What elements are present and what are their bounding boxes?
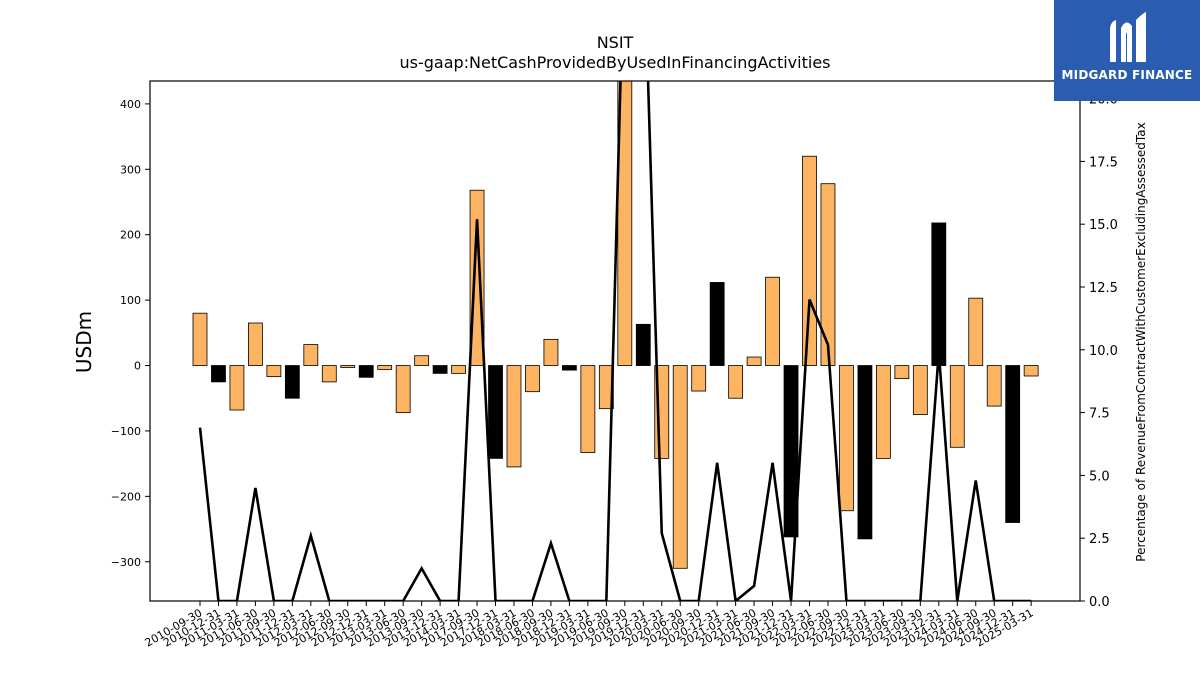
bar-38 [894, 365, 910, 380]
right-tick-label: 15.0 [1089, 218, 1118, 233]
right-axis: 0.02.55.07.510.012.515.017.520.0 [1080, 93, 1118, 610]
right-tick-label: 2.5 [1089, 532, 1110, 547]
bar-9 [358, 365, 374, 378]
bar-18 [525, 365, 540, 393]
bars-layer [192, 81, 1039, 569]
percentage-line [198, 81, 1032, 601]
right-tick-label: 12.5 [1089, 281, 1118, 296]
left-tick-label: 100 [120, 294, 141, 307]
line-layer [198, 81, 1032, 601]
bar-32 [783, 365, 799, 538]
bar-10 [377, 365, 393, 370]
bar-35 [839, 365, 854, 512]
y-axis-label: USDm [72, 311, 96, 373]
bar-3 [248, 322, 263, 366]
midgard-logo-icon [1110, 12, 1146, 63]
bar-42 [968, 297, 984, 366]
bar-24 [635, 323, 651, 366]
bar-29 [728, 365, 744, 399]
bar-26 [672, 365, 688, 569]
right-tick-label: 10.0 [1089, 344, 1118, 359]
bar-13 [432, 365, 448, 374]
bar-37 [875, 365, 891, 459]
bar-1 [211, 365, 226, 383]
bar-8 [340, 365, 356, 368]
chart-title: NSIT [597, 33, 634, 52]
bar-40 [931, 222, 947, 366]
bar-43 [986, 365, 1002, 407]
left-tick-label: 200 [120, 229, 141, 242]
bar-36 [857, 365, 873, 540]
right-tick-label: 7.5 [1089, 407, 1110, 422]
bar-2 [229, 365, 245, 411]
bar-34 [820, 183, 836, 366]
bar-0 [192, 312, 208, 366]
left-tick-label: −100 [111, 425, 141, 438]
bar-5 [284, 365, 300, 399]
bar-12 [414, 355, 430, 366]
right-tick-label: 5.0 [1089, 469, 1110, 484]
bar-17 [506, 365, 522, 468]
bottom-axis: 2010-09-302010-12-312011-03-312011-06-30… [143, 601, 1036, 650]
bar-30 [746, 356, 762, 366]
bar-6 [303, 344, 319, 366]
left-tick-label: 400 [120, 98, 141, 111]
right-tick-label: 17.5 [1089, 155, 1118, 170]
bar-7 [321, 365, 337, 383]
bar-45 [1023, 365, 1039, 377]
bar-14 [451, 365, 466, 374]
left-tick-label: 300 [120, 163, 141, 176]
bar-33 [802, 155, 817, 366]
plot-frame [149, 80, 1081, 602]
right-tick-label: 0.0 [1089, 595, 1110, 610]
bar-41 [949, 365, 965, 448]
bar-11 [395, 365, 411, 414]
bar-31 [765, 276, 780, 366]
left-tick-label: −200 [111, 490, 141, 503]
bar-19 [543, 338, 559, 366]
bar-16 [488, 365, 503, 459]
left-tick-label: −300 [111, 556, 141, 569]
brand-name: MIDGARD FINANCE [1061, 68, 1193, 82]
left-tick-label: 0 [134, 360, 141, 373]
bar-27 [691, 365, 707, 392]
left-axis: −300 −200 −100 0 100 200 300 400 [111, 98, 150, 569]
brand-logo: MIDGARD FINANCE [1054, 0, 1200, 101]
bar-39 [912, 365, 928, 415]
bar-28 [709, 282, 725, 366]
bar-21 [580, 365, 596, 453]
right-y-axis-label: Percentage of RevenueFromContractWithCus… [1134, 122, 1148, 561]
chart-subtitle: us-gaap:NetCashProvidedByUsedInFinancing… [399, 53, 830, 72]
bar-20 [562, 365, 577, 371]
bar-44 [1005, 365, 1021, 523]
bar-4 [266, 365, 282, 378]
bar-15 [469, 189, 485, 366]
